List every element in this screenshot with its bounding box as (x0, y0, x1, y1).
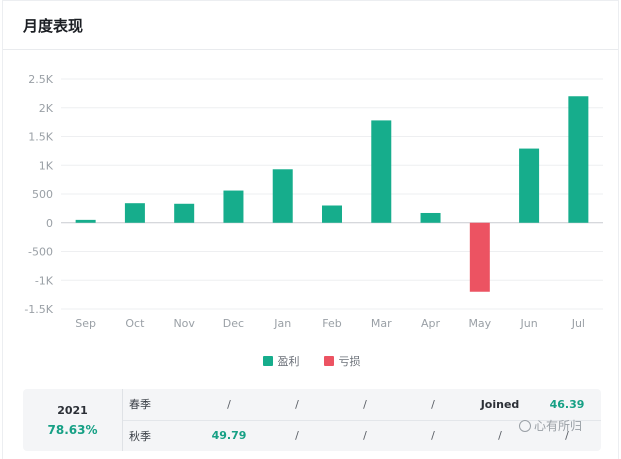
x-tick-label: Mar (371, 317, 392, 330)
table-cell: / (498, 429, 502, 443)
row-label: 秋季 (129, 429, 151, 443)
legend-item-profit[interactable]: 盈利 (262, 353, 300, 369)
bar-jan (272, 169, 293, 223)
season-row-spring: 春季 / / / / Joined 46.39 (123, 389, 601, 420)
x-tick-label: Jul (571, 317, 585, 330)
card-title: 月度表现 (23, 16, 84, 35)
table-cell: Joined (480, 397, 520, 411)
bar-mar (371, 120, 392, 223)
row-label: 春季 (129, 398, 151, 412)
table-cell: / (363, 429, 367, 443)
x-tick-label: Feb (322, 317, 341, 330)
bar-may (469, 222, 490, 292)
x-tick-label: Oct (125, 317, 145, 330)
x-tick-label: Sep (75, 317, 96, 330)
card-header: 月度表现 (3, 1, 618, 50)
table-cell: 46.39 (549, 397, 585, 411)
x-tick-label: Apr (421, 317, 441, 330)
bar-jul (568, 96, 589, 223)
y-tick-label: 2K (39, 102, 54, 115)
bar-sep (75, 219, 96, 223)
x-tick-label: May (468, 317, 491, 330)
bar-dec (223, 190, 244, 223)
bar-apr (420, 212, 441, 223)
table-cell: / (565, 429, 569, 443)
y-tick-label: 1.5K (28, 131, 53, 144)
year-summary: 2021 78.63% (23, 389, 123, 451)
y-tick-label: -1K (35, 274, 54, 287)
x-tick-label: Jun (519, 317, 537, 330)
bar-nov (174, 203, 195, 223)
monthly-bar-chart: 2.5K 2K 1.5K 1K 500 0 -500 -1K -1.5K Sep Oct Nov Dec… (3, 61, 620, 341)
table-cell: / (431, 397, 435, 411)
table-cell: 49.79 (211, 429, 247, 443)
bar-oct (124, 203, 145, 223)
season-table: 2021 78.63% 春季 / / / / Joined 46.39 秋季 4… (23, 389, 601, 451)
y-tick-label: 1K (39, 159, 54, 172)
legend-label-profit: 盈利 (277, 355, 300, 368)
legend-label-loss: 亏损 (338, 355, 361, 368)
y-tick-label: -1.5K (24, 303, 53, 316)
table-cell: / (227, 397, 231, 411)
y-tick-label: -500 (28, 246, 53, 259)
chart-svg: 2.5K 2K 1.5K 1K 500 0 -500 -1K -1.5K Sep Oct Nov Dec… (24, 73, 603, 330)
bar-jun (519, 148, 540, 223)
table-cell: / (431, 429, 435, 443)
chart-legend: 盈利 亏损 (3, 353, 620, 369)
legend-swatch-loss (323, 356, 334, 366)
wechat-icon (519, 419, 531, 432)
x-tick-label: Nov (173, 317, 195, 330)
x-tick-label: Jan (273, 317, 291, 330)
table-cell: / (295, 397, 299, 411)
season-row-autumn: 秋季 49.79 / / / / / (123, 419, 601, 452)
y-tick-label: 0 (46, 217, 53, 230)
y-tick-label: 2.5K (28, 73, 53, 86)
year-total-percent: 78.63% (47, 422, 98, 437)
watermark: 心有所归 (519, 417, 582, 434)
legend-swatch-profit (262, 356, 273, 366)
season-rows: 春季 / / / / Joined 46.39 秋季 49.79 / / / /… (123, 389, 601, 451)
watermark-text: 心有所归 (534, 419, 583, 433)
table-cell: / (295, 429, 299, 443)
bar-feb (322, 205, 342, 223)
legend-item-loss[interactable]: 亏损 (323, 353, 361, 369)
year-label: 2021 (57, 403, 88, 417)
table-cell: / (363, 397, 367, 411)
y-tick-label: 500 (32, 188, 53, 201)
x-tick-label: Dec (223, 317, 244, 330)
